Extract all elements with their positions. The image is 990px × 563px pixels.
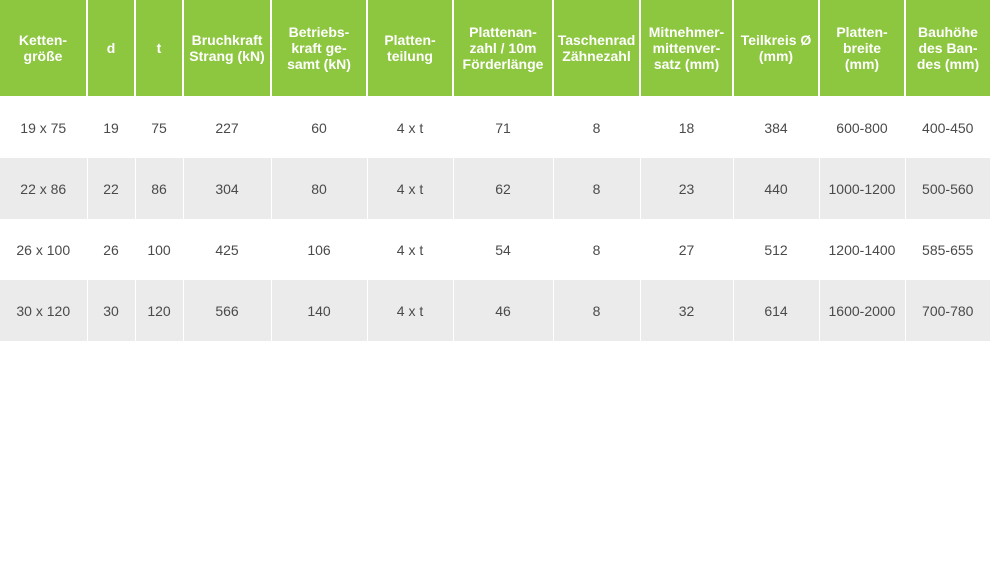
cell-belt-height: 700-780 <box>904 280 990 341</box>
cell-t: 100 <box>134 219 183 280</box>
cell-belt-height: 500-560 <box>904 158 990 219</box>
cell-plate-width: 600-800 <box>818 97 905 158</box>
cell-d: 19 <box>86 97 135 158</box>
cell-operating-force: 60 <box>270 97 367 158</box>
cell-sprocket-teeth: 8 <box>552 219 640 280</box>
cell-plate-count: 62 <box>452 158 553 219</box>
cell-pitch-circle: 440 <box>732 158 819 219</box>
cell-chain-size: 22 x 86 <box>0 158 87 219</box>
header-plate-width: Platten- breite (mm) <box>818 0 905 98</box>
cell-driver-offset: 18 <box>639 97 733 158</box>
cell-belt-height: 585-655 <box>904 219 990 280</box>
header-pitch-circle: Teilkreis Ø (mm) <box>732 0 819 98</box>
cell-chain-size: 19 x 75 <box>0 97 87 158</box>
cell-t: 86 <box>134 158 183 219</box>
cell-sprocket-teeth: 8 <box>552 97 640 158</box>
header-operating-force: Betriebs- kraft ge- samt (kN) <box>270 0 367 98</box>
cell-sprocket-teeth: 8 <box>552 280 640 341</box>
cell-pitch-circle: 614 <box>732 280 819 341</box>
header-plate-pitch: Platten- teilung <box>366 0 453 98</box>
table-row: 22 x 86 22 86 304 80 4 x t 62 8 23 440 1000-1200 50… <box>0 158 990 219</box>
table-row: 26 x 100 26 100 425 106 4 x t 54 8 27 512 1200-140… <box>0 219 990 280</box>
header-row: Ketten- größe d t Bruchkraft Strang (kN)… <box>0 0 990 98</box>
cell-belt-height: 400-450 <box>904 97 990 158</box>
cell-plate-pitch: 4 x t <box>366 97 453 158</box>
cell-pitch-circle: 512 <box>732 219 819 280</box>
cell-plate-width: 1600-2000 <box>818 280 905 341</box>
cell-plate-width: 1200-1400 <box>818 219 905 280</box>
cell-operating-force: 80 <box>270 158 367 219</box>
cell-breaking-force: 227 <box>182 97 271 158</box>
cell-plate-pitch: 4 x t <box>366 158 453 219</box>
table-header: Ketten- größe d t Bruchkraft Strang (kN)… <box>0 0 990 98</box>
cell-t: 75 <box>134 97 183 158</box>
table-row: 30 x 120 30 120 566 140 4 x t 46 8 32 614 1600-200… <box>0 280 990 341</box>
chain-spec-table: Ketten- größe d t Bruchkraft Strang (kN)… <box>0 0 990 341</box>
cell-plate-count: 71 <box>452 97 553 158</box>
cell-pitch-circle: 384 <box>732 97 819 158</box>
header-t: t <box>134 0 183 98</box>
cell-driver-offset: 27 <box>639 219 733 280</box>
header-driver-offset: Mitnehmer- mittenver- satz (mm) <box>639 0 733 98</box>
cell-sprocket-teeth: 8 <box>552 158 640 219</box>
cell-driver-offset: 23 <box>639 158 733 219</box>
cell-breaking-force: 304 <box>182 158 271 219</box>
header-breaking-force: Bruchkraft Strang (kN) <box>182 0 271 98</box>
cell-operating-force: 106 <box>270 219 367 280</box>
cell-plate-pitch: 4 x t <box>366 219 453 280</box>
header-chain-size: Ketten- größe <box>0 0 87 98</box>
cell-plate-count: 46 <box>452 280 553 341</box>
cell-plate-pitch: 4 x t <box>366 280 453 341</box>
cell-chain-size: 30 x 120 <box>0 280 87 341</box>
cell-d: 26 <box>86 219 135 280</box>
cell-chain-size: 26 x 100 <box>0 219 87 280</box>
cell-operating-force: 140 <box>270 280 367 341</box>
cell-d: 30 <box>86 280 135 341</box>
cell-breaking-force: 566 <box>182 280 271 341</box>
cell-t: 120 <box>134 280 183 341</box>
header-plate-count: Plattenan- zahl / 10m Förderlänge <box>452 0 553 98</box>
header-sprocket-teeth: Taschenrad Zähnezahl <box>552 0 640 98</box>
header-belt-height: Bauhöhe des Ban- des (mm) <box>904 0 990 98</box>
cell-driver-offset: 32 <box>639 280 733 341</box>
cell-plate-width: 1000-1200 <box>818 158 905 219</box>
header-d: d <box>86 0 135 98</box>
cell-d: 22 <box>86 158 135 219</box>
table-body: 19 x 75 19 75 227 60 4 x t 71 8 18 384 600-800 400-… <box>0 97 990 341</box>
cell-plate-count: 54 <box>452 219 553 280</box>
cell-breaking-force: 425 <box>182 219 271 280</box>
table-row: 19 x 75 19 75 227 60 4 x t 71 8 18 384 600-800 400-… <box>0 97 990 158</box>
